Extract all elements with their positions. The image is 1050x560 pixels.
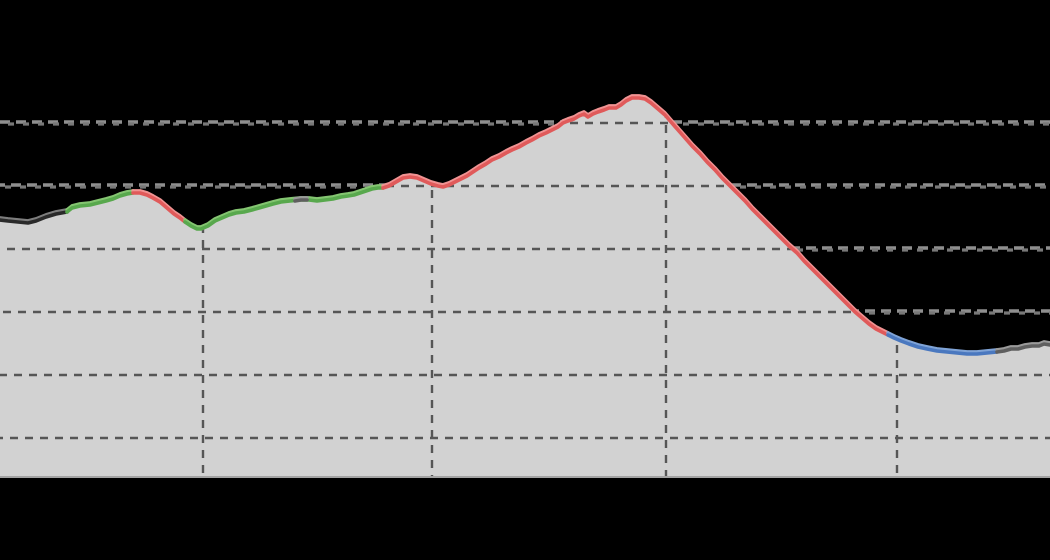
climb-green-1-highlight xyxy=(65,189,135,212)
flat-end-gray-highlight xyxy=(995,340,1050,352)
flatten-blue-highlight xyxy=(886,331,999,354)
summit-red-2 xyxy=(381,96,890,337)
profile-area-fill xyxy=(0,98,1050,478)
descent-red-1 xyxy=(131,191,187,224)
flatten-blue xyxy=(886,333,999,356)
gray-notch xyxy=(293,198,309,203)
flat-end-gray xyxy=(995,342,1050,354)
gray-notch-highlight xyxy=(293,196,309,201)
profile-line xyxy=(0,94,1050,356)
climb-green-1 xyxy=(65,191,135,214)
flat-start-dark-highlight xyxy=(0,208,69,223)
flat-start-dark xyxy=(0,210,69,225)
descent-red-1-highlight xyxy=(131,189,187,222)
climb-green-2 xyxy=(183,186,385,231)
